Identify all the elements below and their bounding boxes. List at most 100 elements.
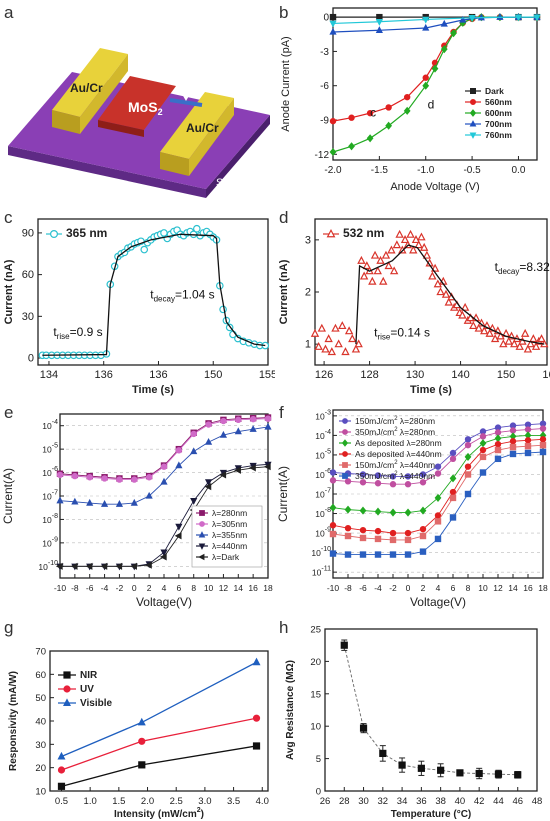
data-point [479,446,487,454]
x-tick-label: 6 [176,583,181,593]
data-point [494,446,502,454]
electrode-left [52,48,128,134]
data-point [440,19,448,27]
data-point [100,562,108,570]
annotation-tail: =0.9 s [70,325,103,339]
electrode-right [160,92,234,176]
panel-label-h: h [279,618,288,637]
data-point [449,494,457,502]
data-point [57,782,66,790]
data-point [348,334,357,343]
device-schematic: a CuO NW Au/Cr Au/Cr MoS2 SiO2/Si [4,3,270,198]
y-tick-exp: -9 [52,536,58,543]
data-point [533,14,541,22]
label-mos2: MoS2 [128,99,163,117]
data-point [329,477,337,484]
data-point [422,250,432,259]
legend-marker [198,553,205,561]
data-point [494,455,502,463]
data-point [145,491,153,499]
data-point [175,447,183,454]
y-tick-label: 50 [35,693,46,704]
data-point [450,29,457,38]
data-point [400,235,410,244]
data-point [137,717,146,726]
legend-marker [469,109,477,117]
legend-entry: Dark [485,86,504,96]
data-point [220,417,227,425]
data-point [419,525,427,533]
x-tick-label: 3.0 [198,796,211,807]
x-tick-label: 6 [451,583,456,593]
data-point [458,310,467,319]
data-point [359,551,367,558]
data-point [115,562,123,570]
x-axis-label-text: Voltage(V) [410,595,466,609]
data-point [434,463,442,470]
y-tick-label: 10-4 [42,419,58,431]
y-tick-exp: -8 [52,513,58,520]
y-tick-label: 10-9 [315,527,331,539]
data-point [404,473,412,480]
data-point [219,430,228,438]
legend-name: 600nm [485,108,512,118]
x-tick-label: 10 [204,583,214,593]
legend-marker [469,120,477,127]
data-point [449,488,457,496]
x-axis-label: Voltage(V) [136,595,192,609]
legend-tail: λ=280nm [398,416,436,426]
data-point [329,469,337,476]
data-point [341,347,350,356]
legend-marker [470,87,477,94]
data-point [263,463,271,471]
y-tick-label: 10-11 [312,566,331,578]
legend-tail: λ=440nm [398,460,436,470]
y-tick-label: 10-10 [311,546,331,558]
data-point [321,344,330,353]
data-point [56,471,64,479]
data-point [160,477,168,485]
x-axis-label-text: Anode Voltage (V) [390,181,479,193]
nanowire-pointer-head [182,94,190,101]
data-point [340,641,348,649]
y-tick-base: 10 [315,411,325,421]
data-point [449,455,457,463]
y-tick-label: 10-7 [42,490,58,502]
data-point [314,341,323,350]
data-point [324,334,333,343]
data-point [160,463,168,470]
data-point [389,508,397,517]
data-point [494,770,503,778]
data-point [348,114,355,121]
annotation-tail: =0.14 s [390,325,430,339]
fit-line [355,244,545,345]
series-f-0 [329,420,547,480]
panel-label-e: e [4,403,13,422]
x-tick-label: 42 [474,796,485,807]
data-point [474,323,483,332]
substrate-side-right [206,115,270,198]
data-point [204,483,212,491]
data-point [55,562,63,570]
y-tick-exp: -9 [325,527,331,534]
y-tick-base: 10 [315,529,325,539]
data-point [524,437,532,444]
data-point [344,326,354,335]
x-tick-label: -8 [71,583,79,593]
legend-prefix: λ= [212,508,221,518]
x-tick-label: 8 [191,583,196,593]
data-point [404,536,412,544]
data-point [234,466,241,474]
x-tick-label: 1.5 [112,796,125,807]
annotation-text: t [53,325,57,339]
y-tick-exp: -4 [52,419,58,426]
y-tick-base: 10 [315,490,325,500]
data-point [190,430,197,438]
data-point [419,242,429,251]
data-point [175,461,183,469]
data-point [329,20,337,28]
data-point [422,81,430,90]
y-tick-label: 3 [305,234,311,246]
data-point [404,481,412,488]
y-tick-base: 10 [311,548,321,558]
